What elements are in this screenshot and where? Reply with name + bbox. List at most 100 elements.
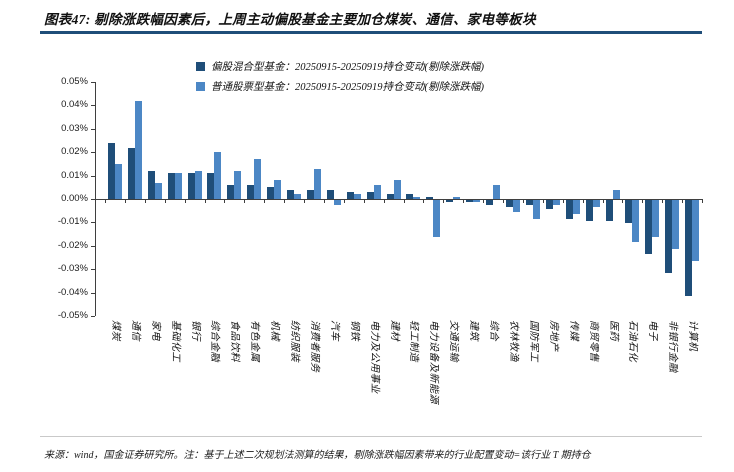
y-axis-label: 0.01% xyxy=(61,169,88,181)
x-axis-label-食品饮料: 食品饮料 xyxy=(229,320,241,362)
x-axis-label-家电: 家电 xyxy=(149,320,161,341)
bar-equity-纺织服装 xyxy=(294,194,302,199)
y-axis-tick xyxy=(91,105,95,107)
x-axis-tick xyxy=(204,199,206,203)
bar-equity-钢铁 xyxy=(353,194,361,199)
x-axis-label-石油石化: 石油石化 xyxy=(627,320,639,362)
source-note: 来源：wind，国金证券研究所。注：基于上述二次规划法测算的结果，剔除涨跌幅因素… xyxy=(44,450,591,461)
bar-hybrid-商贸零售 xyxy=(585,200,593,222)
x-axis-tick xyxy=(622,199,624,203)
footer-divider xyxy=(40,436,702,437)
bar-hybrid-计算机 xyxy=(685,200,692,296)
x-axis-tick xyxy=(363,199,365,203)
bar-equity-房地产 xyxy=(552,200,560,205)
x-axis-label-非银行金融: 非银行金融 xyxy=(667,320,679,373)
x-axis-tick xyxy=(503,199,504,203)
bar-hybrid-电子 xyxy=(645,200,653,254)
bar-hybrid-食品饮料 xyxy=(227,185,235,199)
figure-title: 图表47: 剔除涨跌幅因素后，上周主动偏股基金主要加仓煤炭、通信、家电等板块 xyxy=(44,12,536,27)
x-axis-tick xyxy=(522,199,524,203)
x-axis-tick xyxy=(542,199,544,203)
x-axis-tick xyxy=(662,199,664,203)
y-axis-tick xyxy=(91,316,95,317)
bar-hybrid-电力设备及新能源 xyxy=(426,196,434,199)
x-axis-label-基础化工: 基础化工 xyxy=(169,320,181,362)
bar-equity-农林牧渔 xyxy=(513,200,520,212)
x-axis-label-建材: 建材 xyxy=(388,320,400,341)
bar-hybrid-医药 xyxy=(605,200,613,222)
legend-label-equity-fund: 普通股票型基金：20250915-20250919持仓变动(剔除涨跌幅) xyxy=(211,81,484,93)
bar-equity-电力设备及新能源 xyxy=(433,200,441,238)
y-axis-label: -0.02% xyxy=(57,239,88,251)
bar-equity-银行 xyxy=(194,170,202,199)
x-axis-tick xyxy=(124,199,126,203)
bar-equity-传媒 xyxy=(572,200,580,214)
legend-label-hybrid-fund: 偏股混合型基金：20250915-20250919持仓变动(剔除涨跌幅) xyxy=(211,61,484,73)
bar-hybrid-建材 xyxy=(386,194,394,199)
bar-equity-建材 xyxy=(393,180,401,199)
x-axis-tick xyxy=(284,199,286,203)
bar-equity-医药 xyxy=(612,189,620,199)
x-axis-label-银行: 银行 xyxy=(189,320,201,341)
x-axis-tick xyxy=(642,199,644,203)
x-axis-label-传媒: 传媒 xyxy=(567,320,579,341)
x-axis-label-综合: 综合 xyxy=(488,320,499,341)
x-axis-label-交通运输: 交通运输 xyxy=(448,320,460,362)
legend-swatch-dark-icon xyxy=(196,61,205,71)
x-axis-label-机械: 机械 xyxy=(269,320,281,341)
x-axis-label-房地产: 房地产 xyxy=(547,320,559,352)
x-axis-label-计算机: 计算机 xyxy=(687,320,698,352)
y-axis-label: 0.04% xyxy=(61,99,88,111)
bar-equity-有色金属 xyxy=(254,159,262,199)
x-axis-tick xyxy=(184,199,186,203)
bar-hybrid-石油石化 xyxy=(625,200,633,224)
chart-legend: 偏股混合型基金：20250915-20250919持仓变动(剔除涨跌幅) 普通股… xyxy=(196,56,484,96)
x-axis-tick xyxy=(582,199,584,203)
x-axis-line xyxy=(95,199,702,200)
bar-equity-家电 xyxy=(154,182,162,199)
bar-equity-非银行金融 xyxy=(672,200,680,250)
bar-hybrid-家电 xyxy=(147,170,155,199)
bar-hybrid-交通运输 xyxy=(446,200,454,203)
x-axis-label-煤炭: 煤炭 xyxy=(110,320,121,341)
legend-item-hybrid-fund: 偏股混合型基金：20250915-20250919持仓变动(剔除涨跌幅) xyxy=(196,56,484,76)
bar-hybrid-非银行金融 xyxy=(665,200,673,273)
bar-equity-综合 xyxy=(493,185,500,199)
y-axis-tick xyxy=(91,152,95,154)
x-axis-label-商贸零售: 商贸零售 xyxy=(587,320,599,362)
bar-equity-综合金融 xyxy=(214,152,222,199)
x-axis-tick xyxy=(343,199,345,203)
bar-equity-建筑 xyxy=(473,200,481,203)
bar-equity-交通运输 xyxy=(453,196,461,199)
x-axis-tick xyxy=(264,199,266,203)
bar-hybrid-纺织服装 xyxy=(287,189,295,199)
bar-hybrid-有色金属 xyxy=(247,185,255,199)
bar-hybrid-轻工制造 xyxy=(406,194,414,199)
x-axis-tick xyxy=(164,199,166,203)
bar-equity-基础化工 xyxy=(174,173,182,199)
x-axis-tick xyxy=(403,199,405,203)
x-axis-label-电力及公用事业: 电力及公用事业 xyxy=(368,320,380,394)
x-axis-label-有色金属: 有色金属 xyxy=(249,320,261,362)
bar-equity-轻工制造 xyxy=(413,196,421,199)
y-axis-tick xyxy=(91,199,95,200)
x-axis-label-医药: 医药 xyxy=(607,320,619,341)
x-axis-tick xyxy=(602,199,604,203)
y-axis-label: -0.03% xyxy=(57,263,88,275)
bar-hybrid-综合 xyxy=(486,200,493,205)
bar-equity-石油石化 xyxy=(632,200,640,243)
bar-hybrid-机械 xyxy=(267,187,275,199)
x-axis-label-通信: 通信 xyxy=(129,320,141,341)
x-axis-tick xyxy=(702,199,703,203)
x-axis-tick xyxy=(224,199,226,203)
bar-equity-煤炭 xyxy=(115,163,122,199)
y-axis-tick xyxy=(91,269,95,271)
x-axis-label-轻工制造: 轻工制造 xyxy=(408,320,420,362)
bar-equity-通信 xyxy=(134,100,142,199)
y-axis-tick xyxy=(91,222,95,224)
bar-hybrid-通信 xyxy=(127,147,135,199)
bar-hybrid-建筑 xyxy=(466,200,474,203)
x-axis-tick xyxy=(682,199,684,203)
